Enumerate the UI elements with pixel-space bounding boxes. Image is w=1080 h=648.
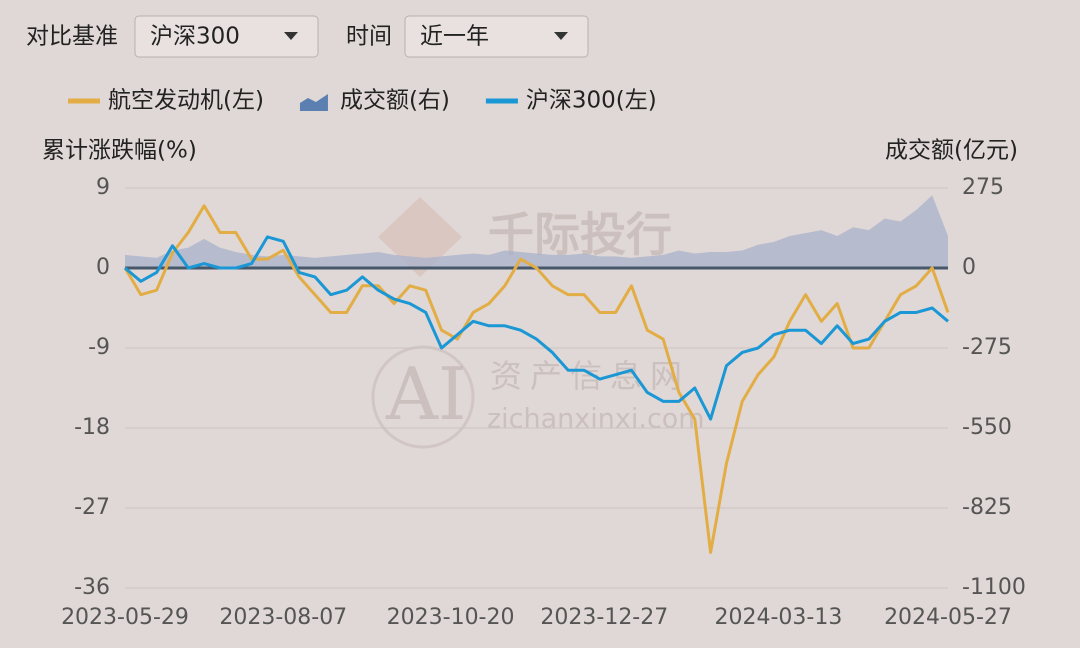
- legend-icon: [299, 94, 328, 111]
- y-tick-label: 0: [96, 255, 110, 280]
- x-tick-label: 2023-12-27: [540, 605, 668, 630]
- dropdown-arrow: [554, 32, 568, 40]
- series-line: [123, 204, 950, 554]
- y2-tick-label: -275: [962, 335, 1012, 360]
- watermark-site-url: zichanxinxi.com: [487, 404, 705, 435]
- benchmark-dropdown[interactable]: [134, 15, 319, 58]
- x-tick-label: 2024-03-13: [714, 605, 842, 630]
- watermark-ai: AI: [385, 352, 466, 436]
- dropdown-arrow: [284, 32, 298, 40]
- y-tick-label: 9: [96, 175, 110, 200]
- legend-label: 航空发动机(左): [108, 88, 264, 114]
- time-label: 时间: [346, 24, 392, 50]
- x-tick-label: 2023-10-20: [387, 605, 515, 630]
- y-tick-label: -18: [74, 415, 110, 440]
- y-tick-label: -27: [74, 495, 110, 520]
- legend-label: 沪深300(左): [526, 88, 657, 114]
- y2-axis-title: 成交额(亿元): [885, 138, 1018, 164]
- watermark-circle: [371, 345, 475, 449]
- x-tick-label: 2023-05-29: [61, 605, 189, 630]
- watermark-site-name: 资产信息网: [490, 357, 690, 395]
- legend-label: 成交额(右): [340, 88, 450, 114]
- series-line: [124, 235, 949, 421]
- y-axis-title: 累计涨跌幅(%): [42, 138, 197, 164]
- volume-area: [125, 195, 948, 268]
- y2-tick-label: -825: [962, 495, 1012, 520]
- x-tick-label: 2024-05-27: [884, 605, 1012, 630]
- time-dropdown[interactable]: [404, 15, 589, 58]
- y-tick-label: -36: [74, 575, 110, 600]
- benchmark-label: 对比基准: [26, 24, 118, 50]
- y2-tick-label: -550: [962, 415, 1012, 440]
- y2-tick-label: 0: [962, 255, 976, 280]
- benchmark-value[interactable]: 沪深300: [150, 24, 240, 50]
- y2-tick-label: -1100: [962, 575, 1026, 600]
- watermark: 千际投行 AI 资产信息网 zichanxinxi.com: [371, 197, 705, 449]
- x-tick-label: 2023-08-07: [219, 605, 347, 630]
- y-tick-label: -9: [88, 335, 110, 360]
- y2-tick-label: 275: [962, 175, 1004, 200]
- time-value[interactable]: 近一年: [420, 24, 489, 50]
